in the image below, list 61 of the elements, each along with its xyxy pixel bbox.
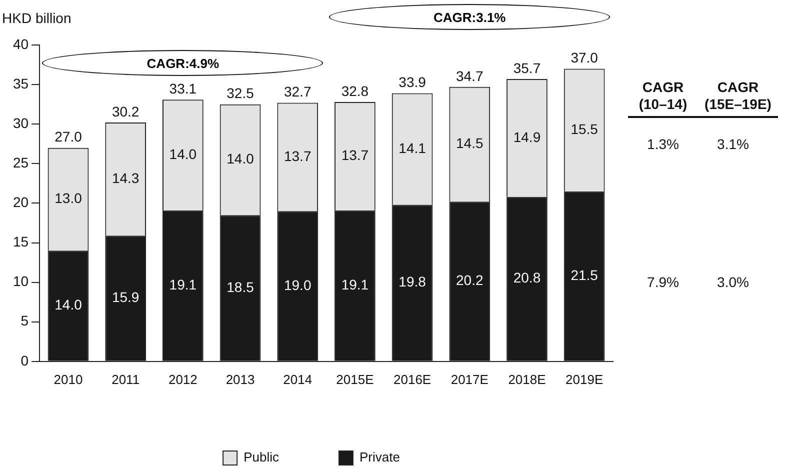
total-label: 32.5 (226, 85, 254, 102)
data-label: 15.5 (570, 120, 598, 137)
data-label: 13.7 (341, 146, 369, 163)
total-label: 34.7 (456, 68, 484, 84)
text: 3.0% (716, 274, 750, 290)
x-tick-label: 2018E (508, 372, 546, 387)
data-label: 14.5 (456, 135, 484, 152)
y-tick-label: 15 (12, 234, 29, 250)
data-label: 15.9 (112, 289, 140, 306)
text: 7.9% (646, 274, 680, 290)
y-tick-label: 40 (12, 36, 29, 52)
data-label: 14.0 (226, 150, 254, 167)
x-tick-label: 2014 (283, 372, 312, 387)
text: CAGR (10–14) (638, 79, 688, 114)
legend-label: Public (244, 450, 280, 465)
annotation: CAGR:4.9% (146, 56, 220, 70)
x-tick-label: 2011 (112, 372, 140, 387)
text: 1.3% (646, 136, 680, 152)
y-tick-label: 5 (20, 312, 29, 329)
text: CAGR (15E–19E) (704, 79, 772, 114)
legend-label: Private (359, 450, 400, 465)
total-label: 27.0 (54, 128, 82, 145)
data-label: 19.0 (284, 276, 312, 293)
oval-outline: CAGR:3.1% (329, 4, 610, 30)
data-label: 14.9 (513, 128, 541, 145)
y-tick-label: 10 (12, 273, 29, 290)
data-label: 19.1 (341, 276, 369, 292)
data-label: 14.0 (54, 296, 82, 313)
text: 3.1% (716, 136, 750, 152)
total-label: 32.7 (284, 84, 312, 100)
total-label: 32.8 (341, 82, 369, 99)
y-tick-label: 30 (12, 114, 29, 131)
y-tick-label: 20 (12, 194, 29, 210)
total-label: 30.2 (112, 103, 140, 120)
data-label: 18.5 (226, 278, 254, 295)
x-tick-label: 2017E (450, 372, 489, 387)
y-tick-label: 35 (12, 75, 29, 92)
total-label: 33.1 (169, 80, 197, 96)
data-label: 13.0 (54, 190, 82, 206)
data-label: 20.2 (456, 272, 484, 288)
data-label: 14.3 (112, 170, 140, 186)
x-tick-label: 2019E (566, 372, 604, 387)
x-tick-label: 2015E (336, 372, 374, 387)
total-label: 37.0 (570, 50, 598, 66)
total-label: 35.7 (513, 60, 541, 76)
data-label: 14.0 (169, 146, 197, 162)
total-label: 33.9 (398, 74, 426, 90)
x-tick-label: 2012 (168, 372, 198, 387)
data-label: 13.7 (284, 148, 312, 164)
x-tick-label: 2010 (54, 372, 83, 387)
x-tick-label: 2013 (226, 372, 255, 387)
data-label: 14.1 (398, 140, 426, 156)
data-label: 21.5 (570, 266, 598, 283)
y-tick-label: 0 (20, 352, 29, 368)
y-axis-title: HKD billion (2, 10, 72, 26)
data-label: 19.8 (398, 274, 426, 290)
y-tick-label: 25 (12, 154, 29, 171)
data-label: 20.8 (513, 270, 541, 286)
x-tick-label: 2016E (394, 372, 432, 387)
oval-outline: CAGR:4.9% (42, 50, 324, 76)
data-label: 19.1 (169, 276, 197, 292)
